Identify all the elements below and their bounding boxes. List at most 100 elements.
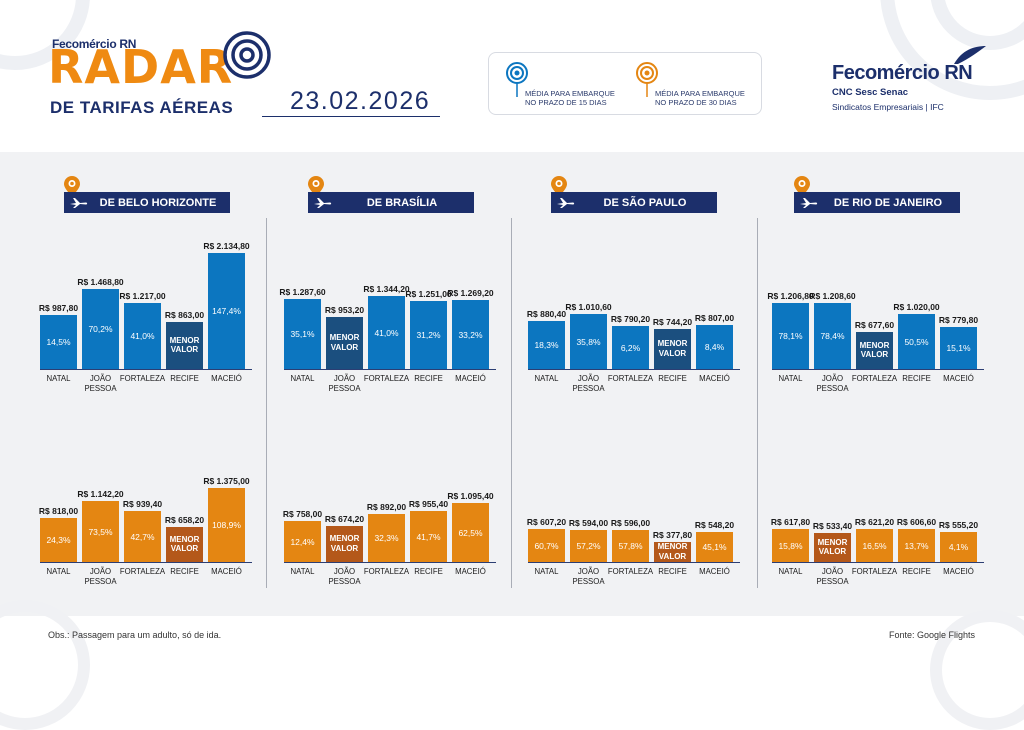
legend-orange-line1: MÉDIA PARA EMBARQUE: [655, 89, 745, 98]
category-line: JOÃO: [89, 374, 112, 383]
origin-label: DE BELO HORIZONTE: [64, 192, 230, 213]
category-label: NATAL: [34, 567, 84, 577]
category-label: FORTALEZA: [362, 374, 412, 384]
price-label: R$ 939,40: [122, 499, 163, 509]
lowest-price-label: MENOR VALOR: [326, 534, 363, 553]
fecomercio-logo: Fecomércio RN: [832, 62, 973, 84]
category-line: RECIFE: [658, 374, 687, 383]
category-label: NATAL: [278, 374, 328, 384]
percent-label: 62,5%: [458, 527, 483, 538]
category-line: FORTALEZA: [119, 374, 166, 383]
lowest-price-label: MENOR VALOR: [326, 333, 363, 352]
lowest-price-line: MENOR: [657, 542, 688, 551]
category-label: RECIFE: [404, 567, 454, 577]
percent-label: 24,3%: [46, 535, 71, 545]
bar: 108,9%: [208, 488, 245, 562]
lowest-price-line: VALOR: [170, 544, 199, 554]
bar: 16,5%: [856, 529, 893, 562]
fecomercio-feather-icon: [954, 46, 986, 64]
bar: 60,7%: [528, 529, 565, 562]
price-label: R$ 863,00: [164, 310, 205, 320]
price-label: R$ 1.217,00: [119, 291, 166, 301]
column-divider: [757, 218, 758, 588]
percent-label: 8,4%: [704, 342, 725, 352]
logo-subtitle: CNC Sesc Senac: [832, 87, 909, 98]
price-label: R$ 2.134,80: [203, 241, 250, 251]
plane-icon: [64, 197, 94, 209]
bar: 18,3%: [528, 321, 565, 369]
category-label: JOÃO PESSOA: [76, 567, 126, 586]
category-line: NATAL: [290, 374, 315, 383]
category-line: JOÃO: [89, 567, 112, 576]
category-line: RECIFE: [902, 567, 931, 576]
category-label: MACEIÓ: [690, 567, 740, 577]
price-label: R$ 955,40: [408, 499, 449, 509]
price-label: R$ 674,20: [324, 514, 365, 524]
bar: 6,2%: [612, 326, 649, 369]
bar: 33,2%: [452, 300, 489, 369]
chart-baseline: [40, 369, 252, 370]
origin-name: DE RIO DE JANEIRO: [833, 196, 943, 209]
legend-orange-line2: NO PRAZO DE 30 DIAS: [655, 98, 737, 108]
category-label: MACEIÓ: [202, 567, 252, 577]
bar: 32,3%: [368, 514, 405, 562]
legend-blue-label: MÉDIA PARA EMBARQUE NO PRAZO DE 15 DIAS: [525, 89, 625, 108]
origin-label: DE BRASÍLIA: [308, 192, 474, 213]
bar: 78,4%: [814, 303, 851, 369]
price-label: R$ 880,40: [526, 309, 567, 319]
category-line: RECIFE: [170, 567, 199, 576]
price-label: R$ 892,00: [366, 502, 407, 512]
legend-blue-icon: [506, 62, 528, 97]
price-label: R$ 533,40: [812, 521, 853, 531]
lowest-price-label: MENOR VALOR: [166, 535, 203, 554]
percent-label: 14,5%: [46, 337, 71, 347]
bar-lowest-price: MENOR VALOR: [326, 317, 363, 369]
bar: 42,7%: [124, 511, 161, 562]
price-label: R$ 1.269,20: [447, 288, 494, 298]
category-label: MACEIÓ: [446, 374, 496, 384]
category-line: NATAL: [534, 567, 559, 576]
category-line: NATAL: [778, 567, 803, 576]
price-label: R$ 594,00: [568, 518, 609, 528]
location-pin-icon: [794, 176, 810, 196]
category-label: JOÃO PESSOA: [808, 374, 858, 393]
chart-baseline: [772, 562, 984, 563]
category-line: JOÃO: [333, 567, 356, 576]
percent-label: 31,2%: [416, 330, 441, 340]
bar-lowest-price: MENOR VALOR: [654, 542, 691, 562]
percent-label: 60,7%: [534, 540, 559, 551]
price-label: R$ 617,80: [770, 517, 811, 527]
bar: 35,1%: [284, 299, 321, 369]
bar: 13,7%: [898, 529, 935, 562]
chart-baseline: [772, 369, 984, 370]
price-label: R$ 1.142,20: [77, 489, 124, 499]
category-label: RECIFE: [892, 374, 942, 384]
category-label: FORTALEZA: [606, 374, 656, 384]
percent-label: 147,4%: [212, 306, 241, 316]
legend-orange-label: MÉDIA PARA EMBARQUE NO PRAZO DE 30 DIAS: [655, 89, 755, 108]
chart-baseline: [284, 562, 496, 563]
category-label: NATAL: [766, 567, 816, 577]
date-underline: [262, 116, 440, 117]
footer-note: Obs.: Passagem para um adulto, só de ida…: [48, 630, 222, 640]
brand-small: Fecomércio RN: [52, 37, 137, 51]
category-line: RECIFE: [414, 567, 443, 576]
price-label: R$ 555,20: [938, 520, 979, 530]
category-line: MACEIÓ: [943, 374, 974, 383]
percent-label: 42,7%: [130, 531, 155, 542]
bar: 14,5%: [40, 315, 77, 369]
percent-label: 108,9%: [212, 520, 241, 530]
category-line: MACEIÓ: [455, 374, 486, 383]
price-label: R$ 1.020,00: [893, 302, 940, 312]
category-line: PESSOA: [572, 576, 605, 586]
category-line: MACEIÓ: [211, 374, 242, 383]
percent-label: 41,7%: [416, 531, 441, 542]
bar: 4,1%: [940, 532, 977, 562]
lowest-price-line: MENOR: [329, 534, 360, 543]
price-label: R$ 1.208,60: [809, 291, 856, 301]
category-label: FORTALEZA: [850, 567, 900, 577]
category-line: MACEIÓ: [943, 567, 974, 576]
origin-name: DE SÃO PAULO: [603, 196, 687, 209]
category-label: RECIFE: [892, 567, 942, 577]
column-divider: [511, 218, 512, 588]
